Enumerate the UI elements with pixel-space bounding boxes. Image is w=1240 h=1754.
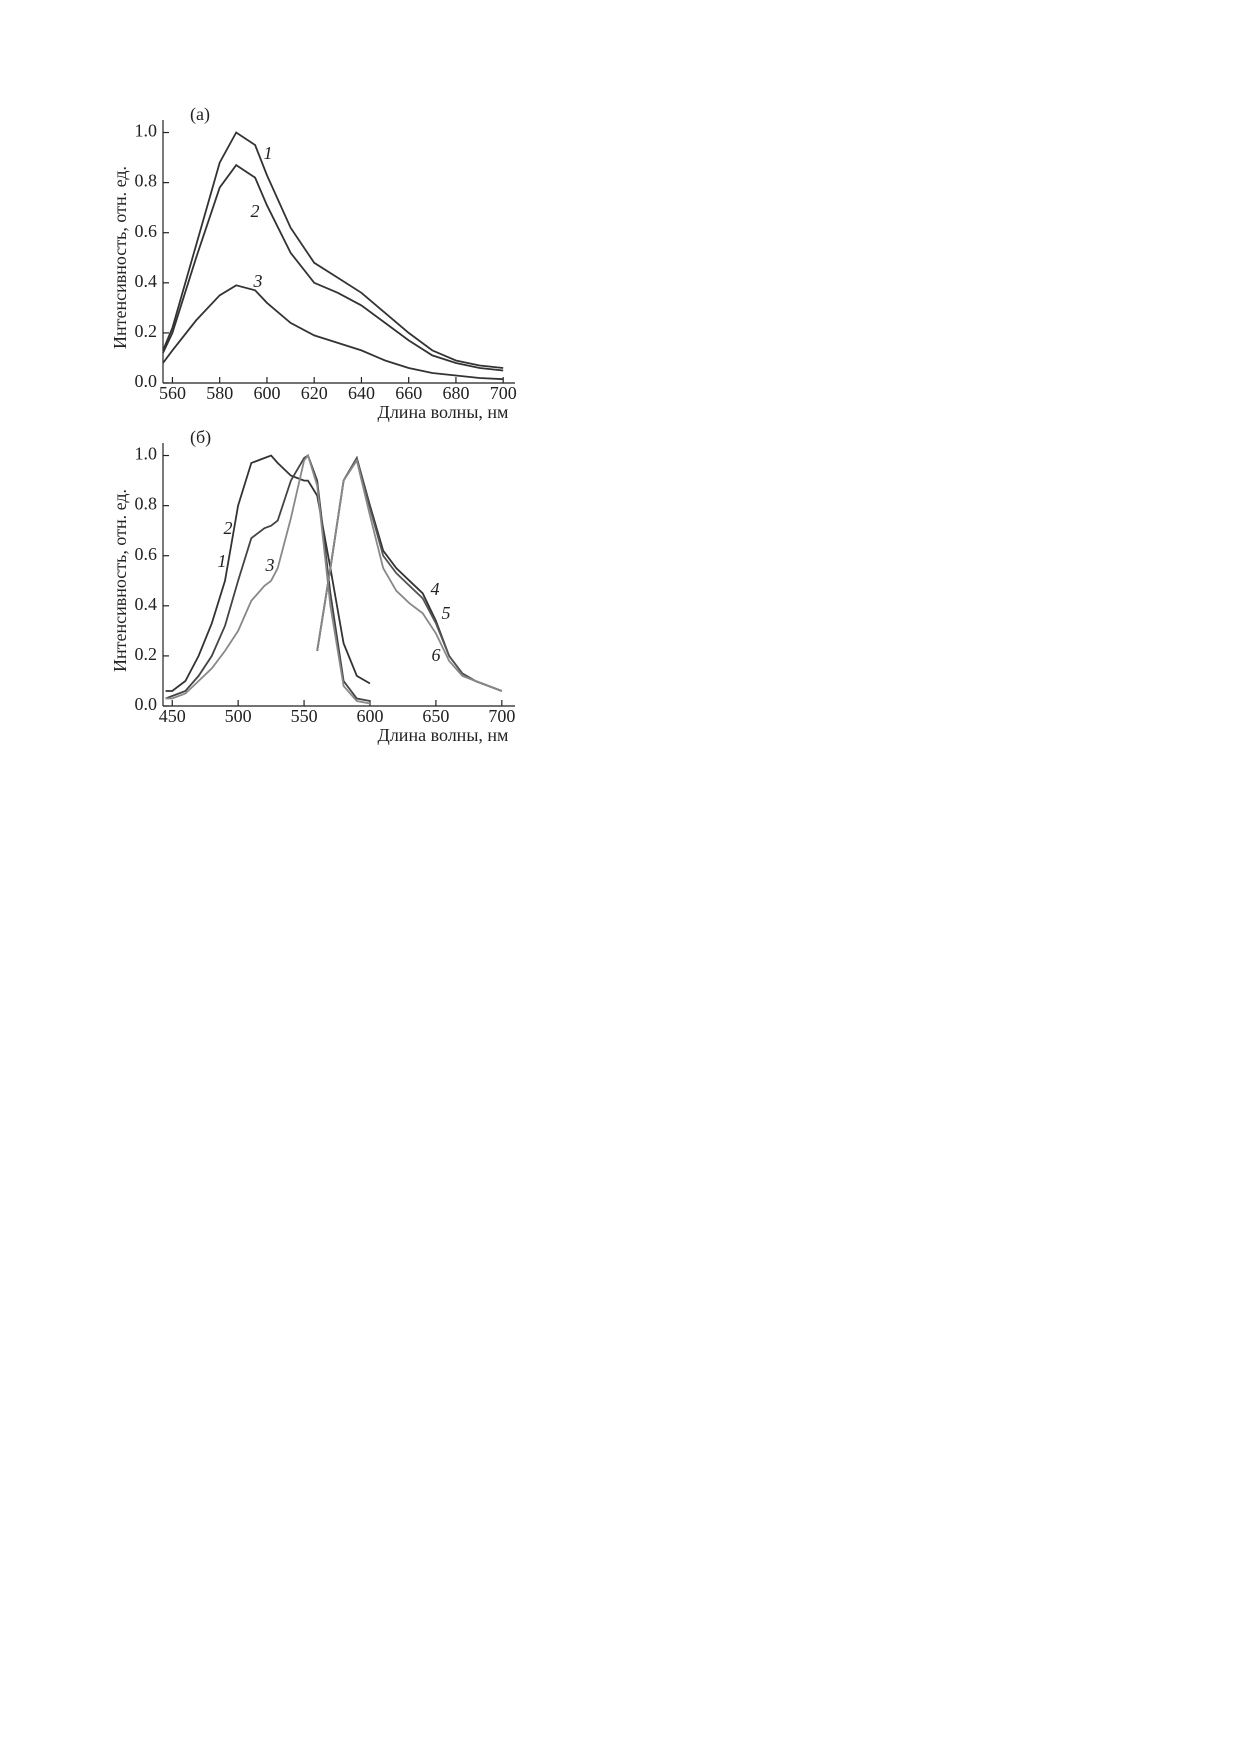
x-tick-label: 500 xyxy=(225,706,252,726)
chart-title: (б) xyxy=(190,427,211,448)
y-tick-label: 0.0 xyxy=(135,371,158,391)
x-tick-label: 700 xyxy=(488,706,515,726)
x-tick-label: 450 xyxy=(159,706,186,726)
data-line xyxy=(165,453,371,705)
curve-label: 1 xyxy=(264,143,273,163)
curve-label: 2 xyxy=(224,518,233,538)
x-axis-label: Длина волны, нм xyxy=(378,402,509,422)
x-tick-label: 640 xyxy=(348,383,375,403)
data-line xyxy=(162,284,504,381)
chart-title: (а) xyxy=(190,104,210,125)
x-tick-label: 600 xyxy=(253,383,280,403)
x-tick-label: 560 xyxy=(159,383,186,403)
y-axis-label: Интенсивность, отн. ед. xyxy=(110,489,130,672)
x-axis-label: Длина волны, нм xyxy=(378,725,509,745)
data-line xyxy=(316,455,503,692)
data-line xyxy=(316,458,503,692)
y-tick-label: 0.0 xyxy=(135,694,158,714)
data-line xyxy=(316,455,503,692)
x-tick-label: 580 xyxy=(206,383,233,403)
x-tick-label: 680 xyxy=(442,383,469,403)
y-tick-label: 0.2 xyxy=(135,644,158,664)
y-tick-label: 1.0 xyxy=(135,121,158,141)
x-tick-label: 550 xyxy=(291,706,318,726)
y-tick-label: 0.8 xyxy=(135,494,158,514)
curve-label: 6 xyxy=(432,645,441,665)
x-tick-label: 600 xyxy=(356,706,383,726)
y-tick-label: 0.4 xyxy=(135,594,158,614)
curve-label: 5 xyxy=(442,603,451,623)
y-axis-label: Интенсивность, отн. ед. xyxy=(110,166,130,349)
y-tick-label: 0.6 xyxy=(135,221,158,241)
y-tick-label: 1.0 xyxy=(135,444,158,464)
y-tick-label: 0.2 xyxy=(135,321,158,341)
curve-label: 4 xyxy=(431,579,440,599)
data-line xyxy=(165,454,371,702)
x-tick-label: 620 xyxy=(301,383,328,403)
x-tick-label: 650 xyxy=(422,706,449,726)
curve-label: 3 xyxy=(253,271,263,291)
y-tick-label: 0.6 xyxy=(135,544,158,564)
y-tick-label: 0.8 xyxy=(135,171,158,191)
y-tick-label: 0.4 xyxy=(135,271,158,291)
curve-label: 3 xyxy=(265,555,275,575)
data-line xyxy=(162,163,504,372)
x-tick-label: 660 xyxy=(395,383,422,403)
curve-label: 2 xyxy=(251,201,260,221)
data-line xyxy=(162,131,504,369)
curve-label: 1 xyxy=(218,551,227,571)
x-tick-label: 700 xyxy=(490,383,517,403)
